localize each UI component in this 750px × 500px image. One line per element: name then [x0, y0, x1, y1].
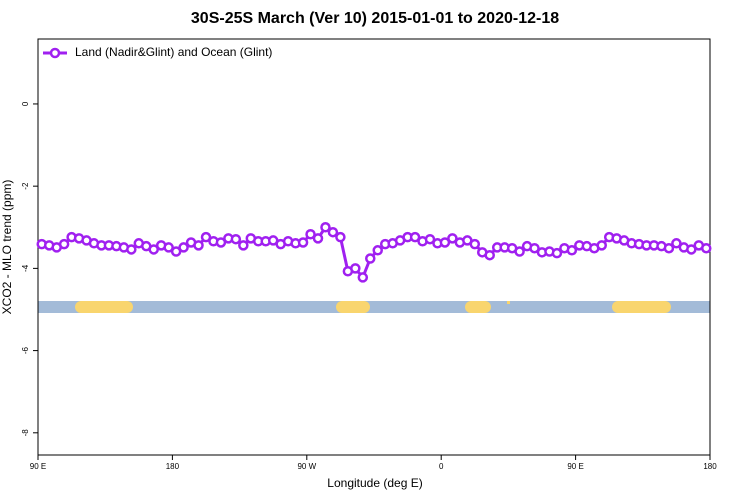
x-tick-label: 0: [439, 462, 444, 471]
surface-band: [38, 301, 710, 313]
data-point: [514, 246, 525, 257]
y-tick-label: -8: [21, 429, 30, 437]
data-point: [320, 222, 331, 233]
x-tick-label: 180: [166, 462, 180, 471]
y-tick-label: -4: [21, 264, 30, 272]
chart-title: 30S-25S March (Ver 10) 2015-01-01 to 202…: [191, 10, 559, 27]
data-point: [238, 240, 249, 251]
x-tick-label: 180: [703, 462, 717, 471]
data-point: [148, 244, 159, 255]
data-point: [469, 238, 481, 250]
data-point: [701, 242, 712, 254]
data-point: [178, 242, 189, 253]
data-point: [170, 246, 182, 257]
data-point: [335, 231, 346, 243]
data-point: [215, 237, 227, 248]
data-point: [686, 244, 697, 255]
data-point: [200, 231, 212, 243]
x-tick-label: 90 W: [297, 462, 316, 471]
data-point: [357, 272, 369, 283]
data-point: [596, 240, 607, 251]
y-tick-label: -2: [21, 182, 30, 190]
legend-label: Land (Nadir&Glint) and Ocean (Glint): [75, 45, 272, 59]
x-axis-label: Longitude (deg E): [327, 476, 422, 490]
data-point: [439, 237, 451, 248]
data-point: [305, 229, 316, 240]
x-tick-label: 90 E: [30, 462, 46, 471]
land-segment: [507, 301, 510, 304]
x-tick-label: 90 E: [567, 462, 583, 471]
data-point: [350, 263, 361, 274]
land-segment: [465, 301, 491, 313]
legend-marker: [49, 47, 61, 59]
data-point: [372, 245, 383, 256]
land-segment: [612, 301, 671, 313]
data-point: [671, 238, 682, 249]
y-tick-label: -6: [21, 346, 30, 354]
ocean-band: [38, 301, 710, 313]
data-point: [409, 231, 421, 243]
data-point: [663, 242, 675, 254]
data-point: [126, 244, 137, 255]
data-point: [424, 233, 436, 245]
data-point: [551, 247, 563, 259]
data-point: [312, 233, 324, 244]
data-point: [484, 249, 495, 261]
data-point: [58, 238, 70, 250]
data-point: [566, 245, 578, 256]
data-point: [447, 233, 458, 244]
data-point: [163, 242, 174, 253]
data-point: [327, 226, 339, 238]
data-point: [529, 242, 540, 254]
y-axis-label: XCO2 - MLO trend (ppm): [0, 180, 14, 315]
land-segment: [75, 301, 133, 313]
land-segment: [336, 301, 370, 313]
data-point: [230, 233, 242, 245]
data-point: [297, 237, 309, 248]
y-tick-label: 0: [21, 101, 30, 106]
data-point: [365, 253, 376, 264]
data-point: [193, 240, 204, 251]
